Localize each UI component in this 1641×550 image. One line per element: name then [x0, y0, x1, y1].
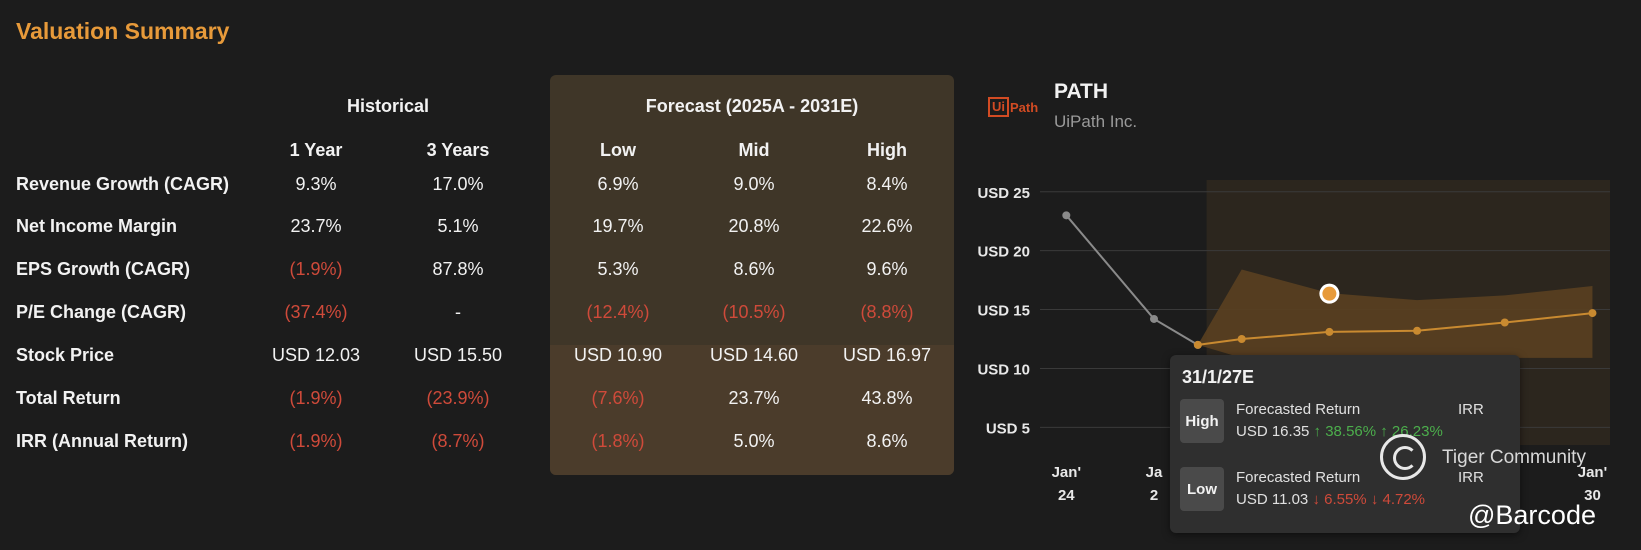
table-cell: USD 16.97 — [842, 345, 932, 365]
table-cell: (8.7%) — [431, 431, 485, 451]
table-cell: (1.9%) — [289, 431, 343, 451]
table-cell: 43.8% — [861, 388, 913, 408]
uipath-logo: Ui Path — [988, 96, 1038, 118]
page-title: Valuation Summary — [16, 18, 230, 44]
table-cell: 8.4% — [866, 174, 908, 194]
row-label: P/E Change (CAGR) — [16, 302, 187, 322]
table-cell: (1.9%) — [289, 388, 343, 408]
row-label: Total Return — [16, 388, 121, 408]
x-tick-label: Jan' — [1052, 464, 1081, 481]
table-cell: 17.0% — [432, 174, 484, 194]
table-cell: 5.3% — [597, 259, 639, 279]
y-tick-label: USD 25 — [977, 185, 1030, 202]
row-label: Revenue Growth (CAGR) — [16, 174, 230, 194]
row-label: Stock Price — [16, 345, 115, 365]
tooltip-low-irr-label: IRR — [1458, 469, 1484, 486]
data-point — [1500, 318, 1509, 327]
table-cell: USD 12.03 — [271, 345, 361, 365]
table-cell: 5.0% — [733, 431, 775, 451]
forecast-group-header: Forecast (2025A - 2031E) — [645, 96, 859, 116]
table-cell: 9.3% — [295, 174, 337, 194]
table-cell: (37.4%) — [284, 302, 348, 322]
data-point — [1150, 314, 1158, 323]
tooltip-high-label: Forecasted Return — [1236, 401, 1361, 418]
table-cell: 6.9% — [597, 174, 639, 194]
data-point — [1413, 326, 1422, 335]
x-tick-label: Jan' — [1578, 464, 1607, 481]
table-cell: (10.5%) — [722, 302, 786, 322]
row-label: Net Income Margin — [16, 216, 178, 236]
ticker-symbol: PATH — [1054, 80, 1109, 103]
series-line — [1197, 312, 1593, 346]
column-header: High — [867, 140, 907, 160]
data-point — [1588, 309, 1597, 318]
table-cell: 19.7% — [592, 216, 644, 236]
table-cell: (12.4%) — [586, 302, 650, 322]
company-name: UiPath Inc. — [1054, 112, 1138, 131]
series-line — [1065, 214, 1199, 346]
table-cell: (23.9%) — [426, 388, 490, 408]
tooltip-low-tag: Low — [1180, 467, 1224, 511]
table-cell: USD 15.50 — [413, 345, 503, 365]
tooltip-date: 31/1/27E — [1182, 367, 1255, 387]
table-cell: 23.7% — [290, 216, 342, 236]
row-label: EPS Growth (CAGR) — [16, 259, 190, 279]
table-cell: 8.6% — [866, 431, 908, 451]
tooltip-low-label: Forecasted Return — [1236, 469, 1361, 486]
table-cell: USD 10.90 — [573, 345, 663, 365]
table-cell: 23.7% — [728, 388, 780, 408]
row-label: IRR (Annual Return) — [16, 431, 188, 451]
table-cell: 8.6% — [733, 259, 775, 279]
table-cell: - — [455, 302, 461, 322]
table-cell: (1.8%) — [591, 431, 645, 451]
tooltip-high-tag: High — [1180, 399, 1224, 443]
table-cell: 5.1% — [437, 216, 479, 236]
forecast-range-area — [1197, 269, 1593, 358]
table-cell: (1.9%) — [289, 259, 343, 279]
table-cell: (8.8%) — [860, 302, 914, 322]
table-cell: 9.6% — [866, 259, 908, 279]
table-cell: USD 14.60 — [709, 345, 799, 365]
forecast-band-background — [550, 75, 954, 475]
data-point — [1237, 335, 1246, 343]
y-tick-label: USD 15 — [977, 303, 1030, 320]
tooltip-low-values: USD 11.03 ↓ 6.55% ↓ 4.72% — [1236, 491, 1426, 508]
tooltip-high-irr-label: IRR — [1458, 401, 1484, 418]
x-tick-label: 30 — [1584, 487, 1601, 504]
table-cell: 9.0% — [733, 174, 775, 194]
y-tick-label: USD 10 — [977, 361, 1030, 378]
column-header: 3 Years — [426, 140, 490, 160]
column-header: Mid — [738, 140, 770, 160]
y-tick-label: USD 20 — [977, 244, 1030, 261]
data-point — [1193, 340, 1202, 349]
data-point — [1062, 211, 1071, 220]
column-header: 1 Year — [289, 140, 343, 160]
table-cell: 22.6% — [861, 216, 913, 236]
highlight-point — [1322, 286, 1337, 301]
data-point — [1325, 327, 1334, 336]
table-cell: 20.8% — [728, 216, 780, 236]
historical-group-header: Historical — [346, 96, 430, 116]
x-tick-label: 24 — [1058, 487, 1075, 504]
watermark-handle: @Barcode — [1468, 500, 1596, 530]
y-tick-label: USD 5 — [986, 420, 1030, 437]
table-cell: (7.6%) — [591, 388, 645, 408]
watermark-community: Tiger Community — [1442, 447, 1586, 468]
column-header: Low — [600, 140, 636, 160]
x-tick-label: 2 — [1150, 487, 1158, 504]
x-tick-label: Ja — [1146, 464, 1163, 481]
tiger-community-logo-icon — [1380, 434, 1426, 480]
table-cell: 87.8% — [432, 259, 484, 279]
